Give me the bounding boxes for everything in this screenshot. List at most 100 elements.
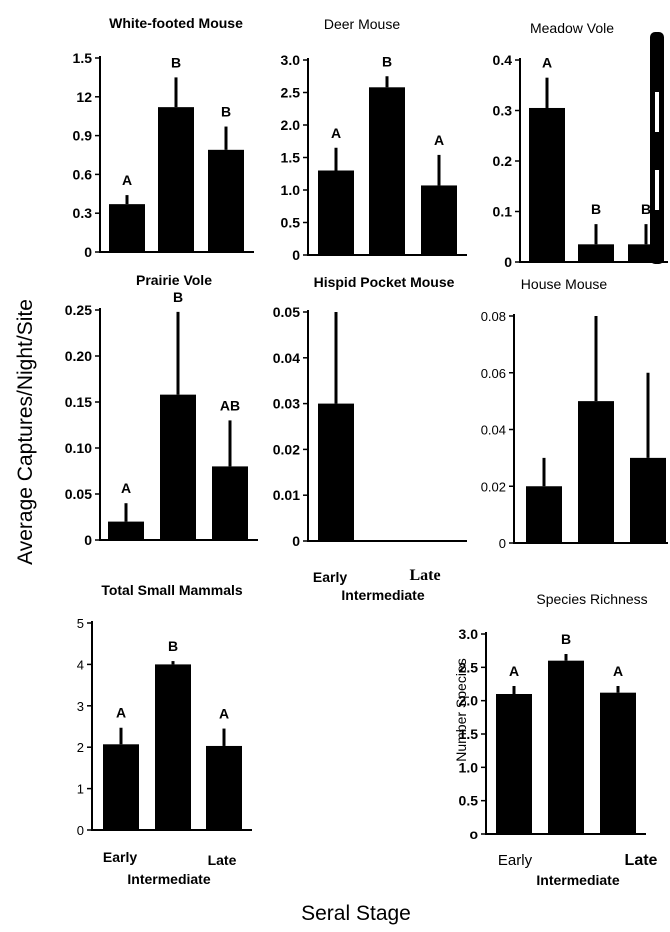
y-tick-label: 3 xyxy=(77,699,84,714)
y-tick-label: 0 xyxy=(499,536,506,551)
cat-label-late-richness: Late xyxy=(625,852,658,869)
bar-late xyxy=(630,457,666,543)
y-tick-label: 1.5 xyxy=(281,150,301,166)
y-tick-label: 0 xyxy=(292,533,300,549)
y-tick-label: 0.06 xyxy=(481,366,506,381)
figure-xlabel: Seral Stage xyxy=(301,902,411,925)
y-tick-label: 1.0 xyxy=(281,182,301,198)
bar-intermediate xyxy=(160,394,196,540)
cat-label-early-total: Early xyxy=(103,849,137,865)
y-tick-label: 0.05 xyxy=(65,486,92,502)
significance-letter: AB xyxy=(220,397,240,413)
significance-letter: A xyxy=(122,172,132,188)
y-tick-label: 0.6 xyxy=(73,166,93,182)
significance-letter: B xyxy=(561,631,571,647)
bar-intermediate xyxy=(155,664,191,830)
bar-late xyxy=(421,185,457,255)
y-tick-label: 0 xyxy=(84,532,92,548)
significance-letter: B xyxy=(382,53,392,69)
y-tick-label: 12 xyxy=(76,89,92,105)
bar-late xyxy=(206,745,242,830)
y-tick-label: 0.15 xyxy=(65,394,92,410)
bar-late xyxy=(600,692,636,834)
title-total-small-mammals: Total Small Mammals xyxy=(101,582,243,598)
y-tick-label: 0.5 xyxy=(281,215,301,231)
y-tick-label: 0.20 xyxy=(65,348,92,364)
y-tick-label: 2.5 xyxy=(281,85,301,101)
y-tick-label: 0.2 xyxy=(493,153,513,169)
significance-letter: A xyxy=(331,125,341,141)
significance-letter: A xyxy=(121,480,131,496)
bar-early xyxy=(103,744,139,830)
cat-label-early-middle: Early xyxy=(313,569,347,585)
title-meadow-vole: Meadow Vole xyxy=(530,20,614,36)
significance-letter: A xyxy=(542,55,552,71)
figure-ylabel: Average Captures/Night/Site xyxy=(14,299,37,565)
y-tick-label: 2.0 xyxy=(281,117,301,133)
bar-late xyxy=(208,149,244,252)
panel-total-small-mammals: 0 1 2 3 4 5 A B A xyxy=(77,616,252,838)
bar-intermediate xyxy=(578,401,614,543)
bar-early xyxy=(109,204,145,252)
title-species-richness: Species Richness xyxy=(536,591,647,607)
bar-early xyxy=(496,694,532,834)
panel-deer-mouse: 0 0.5 1.0 1.5 2.0 2.5 3.0 A B A xyxy=(281,52,467,263)
y-tick-label: 0.1 xyxy=(493,204,513,220)
y-tick-label: 1.0 xyxy=(459,759,479,775)
title-hispid-pocket-mouse: Hispid Pocket Mouse xyxy=(314,274,455,290)
panel-house-mouse: 0 0.02 0.04 0.06 0.08 xyxy=(481,309,668,551)
y-tick-label: 0.5 xyxy=(459,793,479,809)
y-tick-label: 0.3 xyxy=(73,205,93,221)
bar-early xyxy=(526,486,562,543)
cat-label-early-richness: Early xyxy=(498,852,533,869)
significance-letter: A xyxy=(116,705,126,721)
y-tick-label: 0.04 xyxy=(481,423,506,438)
y-tick-label: 0 xyxy=(292,247,300,263)
significance-letter: A xyxy=(509,663,519,679)
y-tick-label: 3.0 xyxy=(281,52,301,68)
y-tick-label: 1.5 xyxy=(459,726,479,742)
significance-letter: B xyxy=(168,638,178,654)
y-tick-label: 0.02 xyxy=(273,441,300,457)
y-tick-label: 0.02 xyxy=(481,479,506,494)
significance-letter: B xyxy=(171,54,181,70)
y-tick-label: 3.0 xyxy=(459,626,479,642)
y-tick-label: 0.4 xyxy=(493,52,513,68)
y-tick-label: 0.9 xyxy=(73,128,93,144)
cat-label-intermediate-total: Intermediate xyxy=(127,871,210,887)
title-white-footed-mouse: White-footed Mouse xyxy=(109,15,243,31)
bar-early xyxy=(318,403,354,541)
cat-label-late-total: Late xyxy=(208,852,237,868)
significance-letter: A xyxy=(219,706,229,722)
y-tick-label: 0.10 xyxy=(65,440,92,456)
cat-label-late-middle: Late xyxy=(409,567,440,584)
panel-hispid-pocket-mouse: 0 0.01 0.02 0.03 0.04 0.05 xyxy=(273,304,467,549)
significance-letter: A xyxy=(434,132,444,148)
scan-artifact-mark xyxy=(650,32,664,264)
bar-intermediate xyxy=(369,87,405,255)
y-tick-label: 0.01 xyxy=(273,487,300,503)
y-tick-label: 2.0 xyxy=(459,693,479,709)
cat-label-intermediate-middle: Intermediate xyxy=(341,587,424,603)
bar-intermediate xyxy=(158,107,194,252)
y-tick-label: 0.05 xyxy=(273,304,300,320)
panel-species-richness: o 0.5 1.0 1.5 2.0 2.5 3.0 A B A xyxy=(459,626,646,842)
y-tick-label: 4 xyxy=(77,657,84,672)
bar-early xyxy=(108,521,144,540)
significance-letter: A xyxy=(613,663,623,679)
bar-intermediate xyxy=(578,244,614,262)
y-tick-label: 0 xyxy=(84,244,92,260)
bar-late xyxy=(212,466,248,540)
significance-letter: B xyxy=(591,201,601,217)
y-tick-label: 2 xyxy=(77,740,84,755)
y-tick-label: 0 xyxy=(504,254,512,270)
y-tick-label: 0.25 xyxy=(65,302,92,318)
significance-letter: B xyxy=(173,289,183,305)
title-prairie-vole: Prairie Vole xyxy=(136,272,212,288)
y-tick-label: 0.3 xyxy=(493,103,513,119)
y-tick-label: 5 xyxy=(77,616,84,631)
y-tick-label: o xyxy=(469,826,478,842)
species-richness-ylabel: Number Species xyxy=(453,658,469,762)
